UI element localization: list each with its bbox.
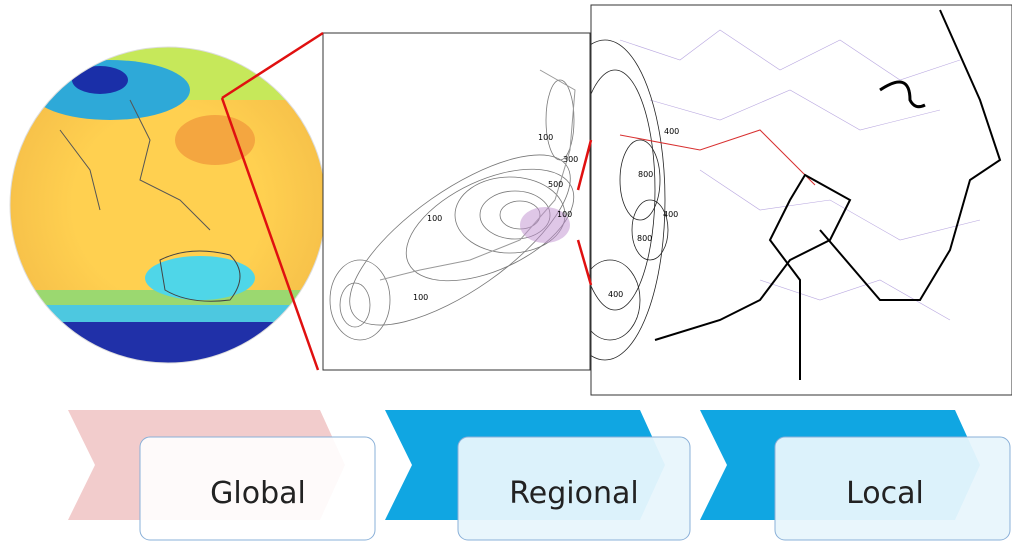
regional-contours — [329, 79, 575, 341]
contour-label: 300 — [563, 155, 578, 164]
contour-label: 100 — [538, 133, 553, 142]
stage-label: Global — [210, 476, 306, 511]
globe — [10, 47, 326, 363]
contour-label: 800 — [638, 170, 653, 179]
regional-labels: 100 300 500 100 100 100 — [413, 133, 578, 302]
contour-label: 400 — [608, 290, 623, 299]
stage-label: Regional — [509, 476, 638, 511]
zoom-lines — [220, 31, 593, 371]
local-area — [520, 207, 570, 243]
contour-label: 100 — [413, 293, 428, 302]
regional-map — [322, 32, 591, 371]
contour-label: 500 — [548, 180, 563, 189]
stage-label: Local — [846, 476, 924, 511]
local-labels: 400 800 400 800 400 — [608, 127, 679, 299]
contour-label: 400 — [664, 127, 679, 136]
local-map-border — [590, 4, 1012, 396]
contour-label: 800 — [637, 234, 652, 243]
contour-label: 100 — [427, 214, 442, 223]
contour-label: 100 — [557, 210, 572, 219]
contour-label: 400 — [663, 210, 678, 219]
local-map — [591, 5, 1012, 395]
stage-boxes — [139, 436, 1011, 541]
